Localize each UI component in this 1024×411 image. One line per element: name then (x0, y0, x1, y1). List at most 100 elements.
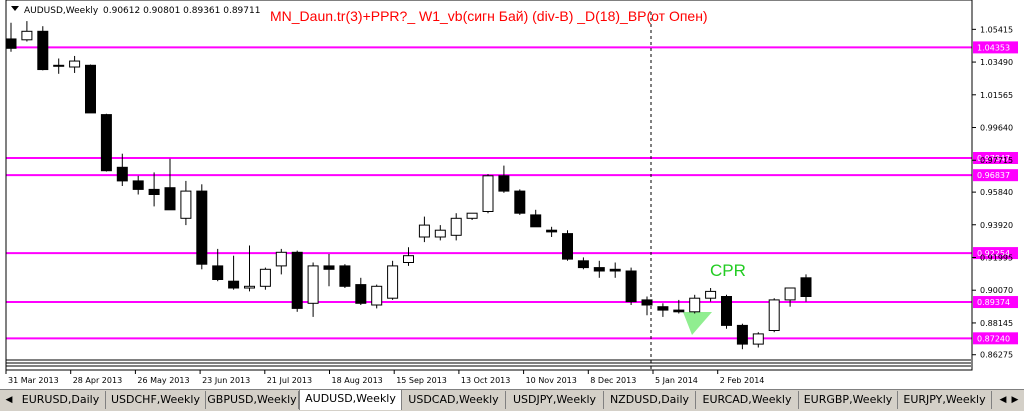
price-tick-label: 0.86275 (980, 351, 1013, 360)
time-tick-label: 31 Mar 2013 (8, 376, 59, 385)
tab-eurusd-daily[interactable]: EURUSD,Daily (16, 391, 106, 409)
tab-eurjpy-weekly[interactable]: EURJPY,Weekly (898, 391, 992, 409)
cpr-label: CPR (710, 261, 746, 280)
time-tick-label: 5 Jan 2014 (655, 376, 698, 385)
candle-body-bull (752, 333, 764, 345)
candle-body-bear (196, 190, 208, 265)
candle-body-bear (721, 296, 732, 326)
level-price-tag (973, 41, 1018, 54)
time-tick-label: 21 Jul 2013 (267, 376, 312, 385)
level-price-tag (973, 296, 1018, 309)
price-tick-label: 1.01565 (980, 91, 1013, 100)
time-tick-label: 8 Dec 2013 (590, 376, 636, 385)
tab-eurcad-weekly[interactable]: EURCAD,Weekly (696, 391, 799, 409)
tab-usdchf-weekly[interactable]: USDCHF,Weekly (106, 391, 206, 409)
candle-body-bull (180, 190, 192, 219)
candle-body-bear (673, 309, 685, 313)
tab-audusd-weekly[interactable]: AUDUSD,Weekly (299, 390, 402, 410)
candle-body-bear (100, 114, 112, 172)
candle-body-bear (85, 64, 96, 114)
candle-body-bull (275, 251, 287, 267)
candle-body-bear (514, 190, 526, 214)
candle-body-bull (689, 297, 701, 313)
ohlc-values: 0.90612 0.90801 0.89361 0.89711 (103, 6, 260, 16)
time-tick-label: 10 Nov 2013 (526, 376, 577, 385)
candle-body-bear (291, 251, 303, 309)
price-tick-label: 0.97715 (980, 156, 1013, 165)
candle-body-bear (593, 267, 605, 272)
candle-body-bear (641, 299, 653, 306)
candle-body-bear (116, 166, 128, 182)
price-tick-label: 0.90070 (980, 286, 1013, 295)
candle-body-bear (609, 268, 621, 272)
level-price-label: 0.97847 (977, 154, 1010, 163)
candle-body-bear (530, 214, 542, 228)
tab-eurgbp-weekly[interactable]: EURGBP,Weekly (799, 391, 898, 409)
tab-nzdusd-daily[interactable]: NZDUSD,Daily (604, 391, 696, 409)
level-price-tag (973, 247, 1018, 260)
cpr-triangle (683, 312, 712, 335)
symbol-dropdown-icon[interactable] (11, 6, 19, 11)
candle-body-bull (768, 299, 780, 331)
candle-body-bear (577, 260, 589, 269)
candle-body-bear (212, 265, 224, 280)
candle-body-bear (355, 284, 367, 304)
tab-usdjpy-weekly[interactable]: USDJPY,Weekly (506, 391, 604, 409)
level-price-tag (973, 169, 1018, 182)
chart-tab-bar: ◀ EURUSD,Daily USDCHF,Weekly GBPUSD,Weekly… (0, 389, 1024, 411)
candle-body-bull (434, 229, 446, 238)
time-tick-label: 15 Sep 2013 (396, 376, 447, 385)
candle-body-bull (21, 30, 33, 41)
time-axis[interactable]: 31 Mar 2013 28 Apr 2013 26 May 2013 23 Jun … (5, 370, 764, 385)
price-axis[interactable]: 1.05415 1.03490 1.01565 0.99640 0.97715 0.958… (972, 25, 1013, 360)
time-tick-label: 13 Oct 2013 (461, 376, 510, 385)
level-price-tag (973, 332, 1018, 345)
candle-body-bear (657, 306, 669, 311)
candle-body-bull (244, 285, 255, 289)
candle-body-bull (307, 265, 319, 304)
tab-scroll-left-icon-2[interactable]: ◀ (999, 395, 1007, 405)
time-tick-label: 18 Aug 2013 (332, 376, 383, 385)
tab-usdcad-weekly[interactable]: USDCAD,Weekly (402, 391, 506, 409)
symbol-label: AUDUSD,Weekly (24, 6, 99, 16)
plot-frame (5, 0, 973, 371)
price-tick-label: 0.88145 (980, 319, 1013, 328)
tab-gbpusd-weekly[interactable]: GBPUSD,Weekly (206, 391, 299, 409)
level-price-label: 0.87240 (977, 334, 1010, 343)
candle-body-bull (259, 268, 271, 287)
candles (5, 21, 812, 350)
price-tick-label: 0.99640 (980, 124, 1013, 133)
candle-body-bull (482, 175, 494, 213)
candle-body-bull (371, 285, 383, 306)
candle-body-bear (800, 277, 812, 297)
candle-body-bear (625, 270, 637, 303)
candle-body-bull (450, 217, 462, 236)
price-tick-label: 1.03490 (980, 58, 1013, 67)
level-price-label: 1.04353 (977, 43, 1010, 52)
candle-body-bull (418, 224, 430, 238)
price-tick-label: 1.05415 (980, 25, 1013, 34)
candle-body-bear (148, 188, 160, 195)
candle-body-bull (403, 255, 414, 263)
candle-body-bull (466, 212, 478, 219)
level-price-label: 0.96837 (977, 171, 1010, 180)
level-lines: 1.04353 0.97847 0.96837 0.92254 0.89374 0.872… (6, 41, 1018, 345)
time-tick-label: 28 Apr 2013 (73, 376, 122, 385)
price-tick-label: 0.95840 (980, 188, 1013, 197)
candle-body-bull (69, 60, 81, 68)
tab-scroll-left-icon[interactable]: ◀ (5, 395, 13, 405)
candle-body-bear (164, 187, 176, 211)
price-tick-label: 0.91995 (980, 253, 1013, 262)
candle-body-bear (562, 233, 573, 260)
chart-area[interactable]: 1.04353 0.97847 0.96837 0.92254 0.89374 0.872… (0, 0, 1024, 389)
candle-body-bear (736, 324, 748, 345)
level-price-tag (973, 152, 1018, 165)
candle-body-bull (387, 265, 399, 299)
candle-body-bull (53, 64, 65, 67)
indicator-title: MN_Daun.tr(3)+PPR?_ W1_vb(сигн Бай) (div… (270, 8, 708, 24)
candle-body-bear (339, 265, 351, 287)
time-tick-label: 23 Jun 2013 (202, 376, 250, 385)
candle-body-bear (132, 180, 144, 190)
level-price-label: 0.89374 (977, 298, 1010, 307)
tab-scroll-right-icon[interactable]: ▶ (1011, 395, 1019, 405)
